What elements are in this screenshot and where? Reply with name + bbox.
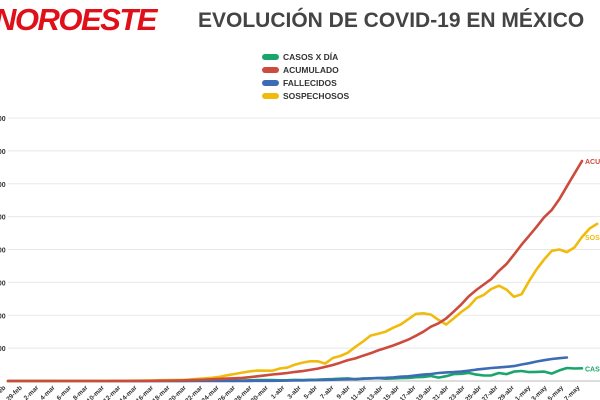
end-label-2: FALL — [585, 0, 600, 2]
y-tick-label-8: 000 — [0, 116, 6, 123]
legend-label-acumulado: ACUMULADO — [283, 64, 339, 75]
end-label-0: ACUM — [585, 159, 600, 166]
legend-swatch-acumulado — [262, 66, 279, 73]
legend-item-sospechosos: SOSPECHOSOS — [262, 89, 349, 102]
series-line-sospechosos — [6, 222, 599, 383]
legend-label-fallecidos: FALLECIDOS — [283, 77, 337, 88]
y-tick-label-7: 000 — [0, 149, 6, 156]
x-tick-label-16: 30-mar — [250, 384, 270, 400]
end-label-1: SOSP — [585, 235, 600, 242]
legend-swatch-sospechosos — [262, 92, 279, 99]
x-tick-label-18: 3-abr — [286, 384, 303, 400]
series-line-acumulado — [6, 159, 584, 383]
x-tick-label-3: 4-mar — [39, 384, 57, 400]
x-tick-label-0: 27-feb — [0, 384, 7, 400]
x-tick-label-4: 6-mar — [56, 384, 74, 400]
legend-label-sospechosos: SOSPECHOSOS — [283, 90, 350, 101]
legend: CASOS X DÍA ACUMULADO FALLECIDOS SOSPECH… — [262, 50, 349, 102]
legend-item-acumulado: ACUMULADO — [262, 63, 349, 76]
x-tick-label-19: 5-abr — [303, 384, 320, 400]
x-tick-label-1: 29-feb — [5, 384, 24, 400]
legend-item-casos: CASOS X DÍA — [262, 50, 349, 63]
x-tick-label-35: 7-may — [563, 384, 582, 400]
y-tick-label-4: 000 — [0, 248, 6, 255]
y-tick-label-6: 000 — [0, 182, 6, 189]
legend-item-fallecidos: FALLECIDOS — [262, 76, 349, 89]
legend-swatch-casos — [262, 53, 279, 60]
y-tick-label-1: 000 — [0, 346, 6, 353]
chart-title: EVOLUCIÓN DE COVID-19 EN MÉXICO — [198, 9, 585, 32]
y-tick-label-2: 000 — [0, 313, 6, 320]
y-tick-label-3: 000 — [0, 280, 6, 287]
y-tick-label-5: 000 — [0, 215, 6, 222]
series-line-casos-x-d-a — [6, 366, 584, 383]
end-label-3: CASO — [585, 366, 600, 373]
legend-swatch-fallecidos — [262, 79, 279, 86]
x-tick-label-2: 2-mar — [23, 384, 41, 400]
legend-label-casos: CASOS X DÍA — [283, 51, 339, 62]
x-tick-label-20: 7-abr — [319, 384, 336, 400]
brand-logo: NOROESTE — [0, 2, 157, 37]
x-tick-label-17: 1-abr — [270, 384, 287, 400]
series-line-fallecidos — [6, 356, 569, 383]
